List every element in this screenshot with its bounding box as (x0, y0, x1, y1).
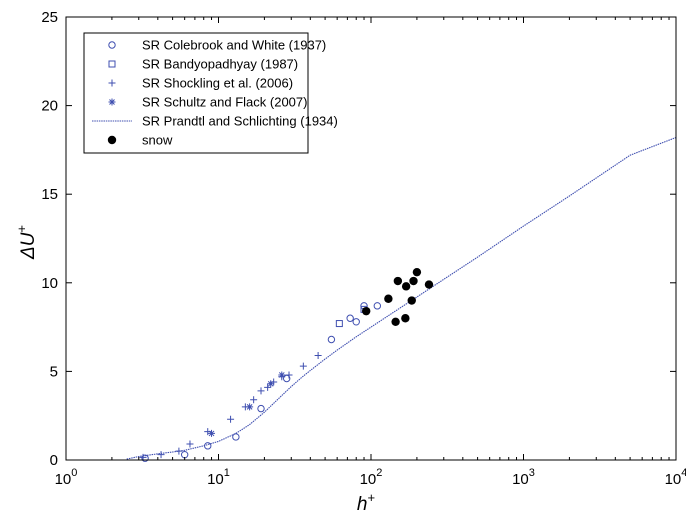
data-point (250, 396, 258, 404)
y-tick-label: 10 (41, 275, 58, 292)
data-point (361, 306, 371, 316)
data-point (412, 267, 422, 277)
data-point (186, 440, 194, 448)
data-point (299, 362, 307, 370)
data-point (373, 302, 382, 310)
x-tick-label: 104 (665, 467, 686, 488)
data-point (285, 371, 293, 379)
data-point (257, 404, 265, 413)
data-point (278, 371, 286, 379)
legend-marker (108, 98, 116, 106)
data-point (346, 314, 354, 322)
y-tick-label: 0 (50, 452, 58, 469)
data-point (267, 380, 275, 388)
axes: 100 101 102 103 104 0 5 10 15 20 25 (41, 9, 686, 488)
data-point (257, 387, 265, 395)
x-tick-label: 100 (55, 467, 78, 488)
legend-marker (107, 135, 117, 145)
data-point (227, 415, 235, 423)
legend-marker (108, 60, 116, 68)
data-point (327, 335, 336, 344)
legend-marker (108, 41, 116, 49)
legend-entry: SR Colebrook and White (1937) (142, 38, 326, 53)
plot-area (126, 136, 677, 462)
x-tick-label: 103 (512, 467, 535, 488)
data-point (391, 317, 400, 326)
data-point (424, 280, 434, 289)
data-point (246, 403, 254, 411)
legend-entry: SR Bandyopadhyay (1987) (142, 57, 298, 72)
data-point (141, 454, 149, 462)
series-line (126, 136, 677, 460)
data-point (232, 433, 240, 441)
data-point (264, 383, 272, 391)
data-point (401, 314, 410, 323)
legend-entry: SR Shockling et al. (2006) (142, 76, 293, 91)
y-tick-label: 25 (41, 9, 58, 26)
x-tick-label: 102 (360, 467, 383, 488)
legend-entry: SR Schultz and Flack (2007) (142, 95, 307, 110)
data-point (157, 451, 165, 459)
data-point (335, 320, 343, 328)
data-point (384, 294, 393, 303)
x-tick-label: 101 (207, 467, 230, 488)
data-point (175, 447, 183, 455)
data-point (314, 351, 322, 359)
y-tick-label: 5 (50, 363, 58, 380)
legend-entry: snow (142, 133, 173, 148)
data-point (393, 276, 403, 286)
x-axis-label: h+ (357, 490, 375, 515)
data-point (407, 296, 416, 305)
y-axis-label: ΔU+ (14, 225, 39, 260)
data-point (352, 318, 360, 326)
data-point (270, 378, 278, 386)
data-point (208, 429, 216, 437)
legend: SR Colebrook and White (1937) SR Bandyopa… (83, 32, 338, 154)
data-point (409, 276, 418, 286)
legend-marker (108, 79, 116, 87)
legend-entry: SR Prandtl and Schlichting (1934) (142, 114, 338, 129)
y-tick-label: 15 (41, 186, 58, 203)
legend-box (83, 32, 309, 154)
y-tick-label: 20 (41, 98, 58, 115)
data-point (401, 282, 411, 291)
